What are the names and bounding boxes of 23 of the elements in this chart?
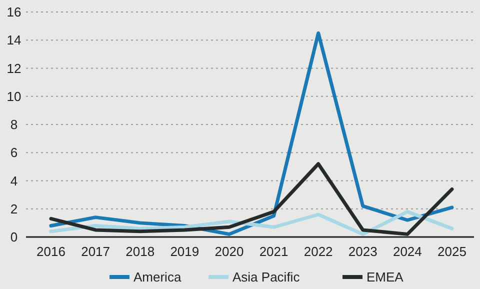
y-tick-label: 10 xyxy=(6,88,22,104)
y-tick-label: 0 xyxy=(10,230,18,245)
y-tick-label: 4 xyxy=(10,173,18,188)
x-tick-label: 2018 xyxy=(126,244,155,259)
y-tick-label: 6 xyxy=(10,145,18,160)
x-tick-label: 2022 xyxy=(304,244,333,259)
legend-label: EMEA xyxy=(366,270,404,285)
y-tick-label: 14 xyxy=(6,32,22,48)
x-tick-label: 2020 xyxy=(214,244,244,259)
legend-label: Asia Pacific xyxy=(232,270,300,285)
y-tick-label: 8 xyxy=(10,117,18,132)
x-tick-label: 2023 xyxy=(348,244,378,259)
y-tick-label: 12 xyxy=(6,60,22,76)
y-tick-label: 2 xyxy=(10,201,18,216)
x-tick-label: 2025 xyxy=(438,244,466,259)
x-tick-label: 2017 xyxy=(81,244,110,259)
x-tick-label: 2021 xyxy=(259,244,288,259)
y-tick-label: 16 xyxy=(6,4,22,20)
x-tick-label: 2024 xyxy=(392,244,422,259)
legend-label: America xyxy=(134,270,182,285)
x-tick-label: 2016 xyxy=(36,244,66,259)
x-tick-label: 2019 xyxy=(170,244,200,259)
line-series xyxy=(49,210,454,236)
